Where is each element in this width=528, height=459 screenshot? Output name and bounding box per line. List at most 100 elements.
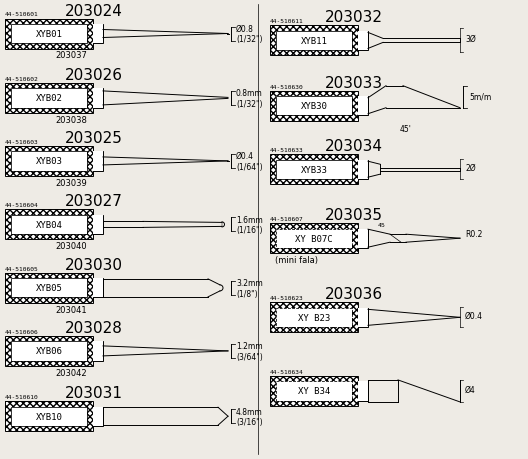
Bar [93, 25, 103, 44]
Bar [358, 229, 368, 248]
Bar [11, 89, 87, 108]
Bar [358, 381, 368, 401]
Bar [5, 146, 93, 177]
Bar [270, 376, 358, 406]
Bar [358, 32, 368, 51]
Bar [5, 84, 93, 114]
Text: XYB03: XYB03 [35, 157, 62, 166]
Bar [93, 89, 103, 108]
Text: 203024: 203024 [65, 4, 123, 18]
Text: 203035: 203035 [325, 208, 383, 223]
Bar [358, 381, 368, 401]
Text: 203040: 203040 [55, 242, 87, 251]
Bar [5, 273, 93, 303]
Bar [358, 32, 368, 51]
Bar [270, 26, 358, 56]
Text: 45: 45 [378, 223, 386, 228]
Bar [93, 215, 103, 235]
Bar [93, 407, 103, 426]
Text: 44-510633: 44-510633 [270, 148, 304, 153]
Text: 203042: 203042 [55, 368, 87, 377]
Text: 4.8mm
(3/16"): 4.8mm (3/16") [236, 407, 263, 426]
Text: 44-510630: 44-510630 [270, 84, 304, 90]
Bar [270, 376, 358, 406]
Bar [276, 381, 352, 401]
Bar [93, 25, 103, 44]
Bar [276, 32, 352, 51]
Text: 44-510611: 44-510611 [270, 19, 304, 24]
Bar [358, 308, 368, 327]
Text: XYB11: XYB11 [300, 37, 327, 46]
Bar [5, 336, 93, 366]
Bar [5, 146, 93, 177]
Bar [11, 215, 87, 235]
Text: 203028: 203028 [65, 320, 123, 335]
Bar [93, 152, 103, 171]
Text: Ø0.4
(1/64"): Ø0.4 (1/64") [236, 152, 262, 171]
Bar [11, 89, 87, 108]
Text: 5m/m: 5m/m [469, 92, 491, 101]
Bar [358, 308, 368, 327]
Text: 1.6mm
(1/16"): 1.6mm (1/16") [236, 215, 263, 235]
Bar [93, 279, 103, 298]
Text: 0.8mm
(1/32"): 0.8mm (1/32") [236, 89, 263, 108]
Bar [276, 160, 352, 179]
Bar [5, 401, 93, 431]
Bar [358, 381, 368, 401]
Bar [270, 155, 358, 185]
Bar [358, 32, 368, 51]
Bar [5, 210, 93, 240]
Text: 203025: 203025 [65, 131, 123, 146]
Bar [270, 302, 358, 333]
Text: 203031: 203031 [65, 386, 123, 400]
Bar [276, 381, 352, 401]
Text: 3Ø: 3Ø [465, 35, 476, 44]
Text: 44-510610: 44-510610 [5, 394, 39, 399]
Text: XY B07C: XY B07C [295, 234, 333, 243]
Bar [5, 19, 93, 50]
Text: XYB04: XYB04 [35, 220, 62, 230]
Bar [276, 97, 352, 116]
Bar [93, 279, 103, 298]
Bar [358, 97, 368, 116]
Text: 203026: 203026 [65, 68, 123, 83]
Text: (mini fala): (mini fala) [275, 256, 318, 265]
Bar [93, 89, 103, 108]
Bar [93, 279, 103, 298]
Text: 44-510603: 44-510603 [5, 140, 39, 145]
Text: 44-510607: 44-510607 [270, 217, 304, 222]
Bar [11, 279, 87, 298]
Bar [270, 26, 358, 56]
Bar [11, 279, 87, 298]
Bar [270, 91, 358, 122]
Text: XY B23: XY B23 [298, 313, 330, 322]
Text: 44-510623: 44-510623 [270, 296, 304, 301]
Bar [276, 229, 352, 248]
Bar [270, 224, 358, 254]
Bar [5, 210, 93, 240]
Bar [11, 25, 87, 44]
Text: 45': 45' [400, 124, 412, 134]
Text: 44-510606: 44-510606 [5, 329, 39, 334]
Bar [270, 224, 358, 254]
Bar [93, 152, 103, 171]
Text: 2Ø: 2Ø [465, 163, 476, 172]
Text: 203038: 203038 [55, 116, 87, 125]
Bar [93, 407, 103, 426]
Bar [276, 308, 352, 327]
Bar [358, 160, 368, 179]
Bar [358, 97, 368, 116]
Bar [93, 215, 103, 235]
Text: XY B34: XY B34 [298, 386, 330, 396]
Bar [5, 273, 93, 303]
Text: 203036: 203036 [325, 287, 383, 302]
Text: 203030: 203030 [65, 257, 123, 272]
Text: R0.2: R0.2 [465, 229, 483, 238]
Text: 44-510602: 44-510602 [5, 77, 39, 82]
Text: Ø0.4: Ø0.4 [465, 311, 483, 320]
Bar [5, 336, 93, 366]
Bar [5, 19, 93, 50]
Bar [93, 341, 103, 361]
Text: 203034: 203034 [325, 139, 383, 154]
Bar [11, 407, 87, 426]
